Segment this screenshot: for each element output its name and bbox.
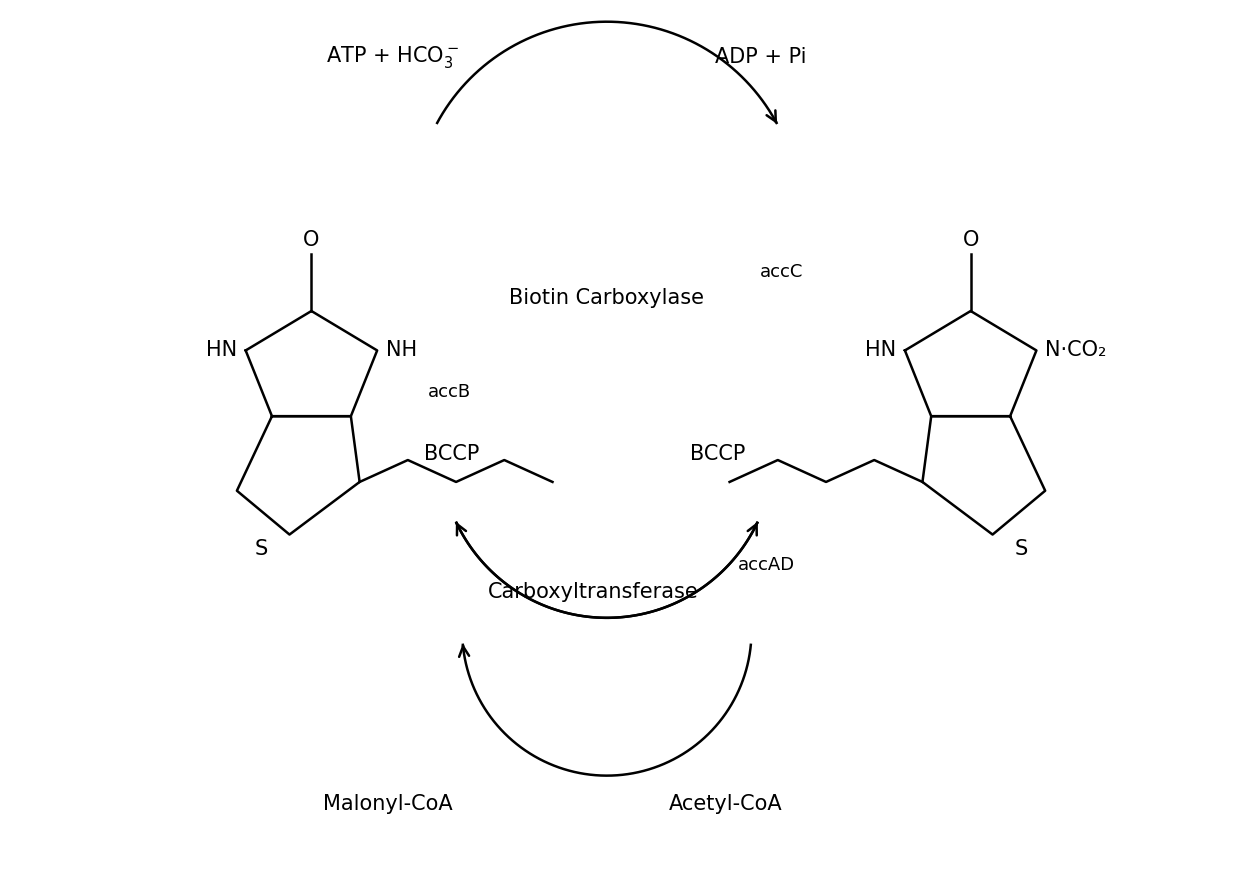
Text: O: O bbox=[962, 229, 978, 250]
Text: S: S bbox=[1014, 539, 1028, 559]
Text: BCCP: BCCP bbox=[691, 444, 745, 464]
Text: Biotin Carboxylase: Biotin Carboxylase bbox=[510, 288, 704, 308]
Text: ATP + HCO$_3^-$: ATP + HCO$_3^-$ bbox=[326, 43, 459, 70]
Text: Acetyl-CoA: Acetyl-CoA bbox=[668, 794, 782, 813]
Text: S: S bbox=[254, 539, 268, 559]
Text: accAD: accAD bbox=[738, 557, 796, 574]
Text: accC: accC bbox=[760, 263, 804, 281]
Text: BCCP: BCCP bbox=[424, 444, 480, 464]
Text: O: O bbox=[304, 229, 320, 250]
Text: ADP + Pi: ADP + Pi bbox=[714, 47, 806, 66]
Text: accB: accB bbox=[428, 382, 471, 401]
Text: N·CO₂: N·CO₂ bbox=[1045, 341, 1106, 360]
Text: HN: HN bbox=[866, 341, 897, 360]
Text: Carboxyltransferase: Carboxyltransferase bbox=[489, 581, 699, 602]
Text: NH: NH bbox=[386, 341, 417, 360]
Text: HN: HN bbox=[206, 341, 237, 360]
Text: Malonyl-CoA: Malonyl-CoA bbox=[322, 794, 453, 813]
